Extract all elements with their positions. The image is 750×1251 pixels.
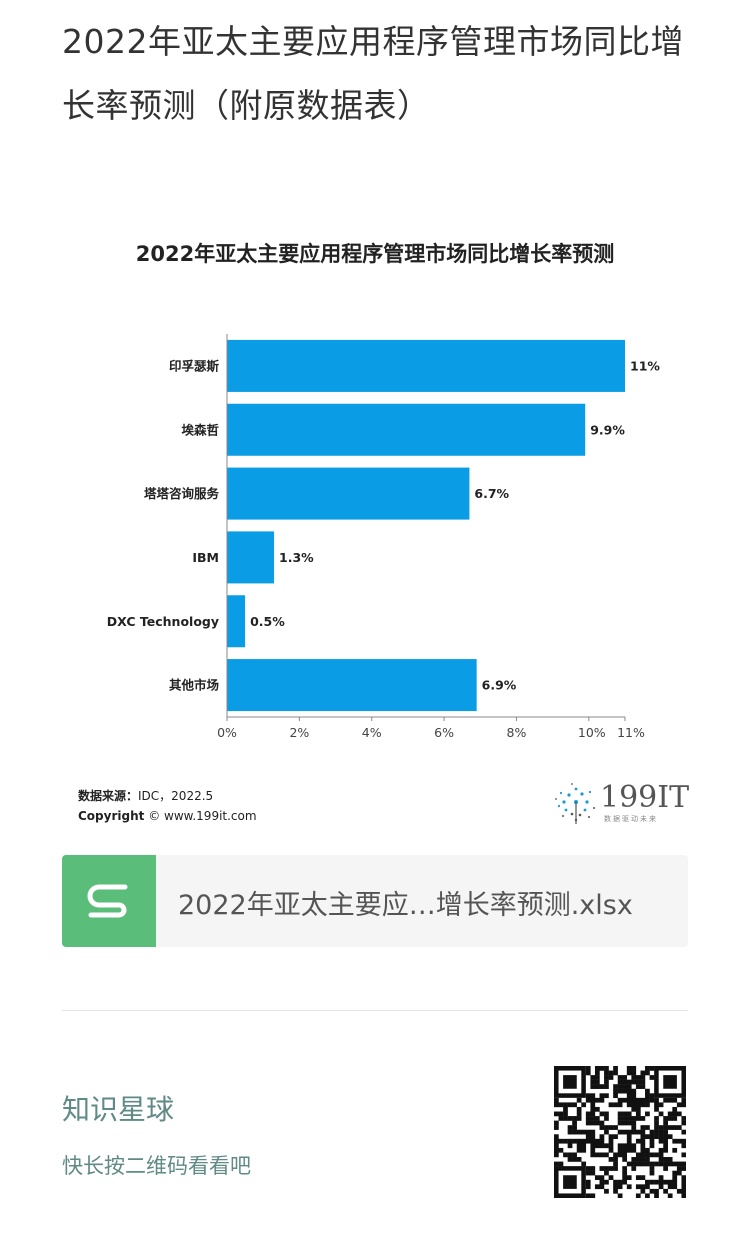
category-label: 埃森哲 bbox=[181, 422, 219, 437]
bar bbox=[227, 467, 470, 520]
data-label: 11% bbox=[630, 358, 660, 373]
data-label: 0.5% bbox=[250, 614, 285, 629]
category-label: 印孚瑟斯 bbox=[169, 358, 220, 373]
file-name[interactable]: 2022年亚太主要应…增长率预测.xlsx bbox=[178, 890, 633, 921]
copyright-label: Copyright bbox=[78, 809, 145, 823]
qr-finder-pattern bbox=[563, 1075, 577, 1089]
article-title: 2022年亚太主要应用程序管理市场同比增长率预测（附原数据表） bbox=[62, 22, 684, 125]
chart-source: 数据来源：IDC，2022.5 Copyright © www.199it.co… bbox=[78, 786, 257, 826]
category-label: 塔塔咨询服务 bbox=[144, 486, 220, 501]
data-label: 1.3% bbox=[279, 550, 314, 565]
199it-logo: 199IT 数据驱动未来 bbox=[552, 780, 702, 828]
bar bbox=[227, 659, 477, 712]
source-value: IDC，2022.5 bbox=[138, 789, 214, 803]
qr-finder-pattern bbox=[563, 1175, 577, 1189]
category-label: IBM bbox=[192, 550, 219, 565]
file-attachment[interactable]: 2022年亚太主要应…增长率预测.xlsx bbox=[62, 855, 688, 947]
data-label: 6.7% bbox=[474, 486, 509, 501]
data-label: 9.9% bbox=[590, 422, 625, 437]
bar bbox=[227, 403, 586, 456]
x-tick-label: 2% bbox=[289, 725, 309, 740]
qr-code[interactable] bbox=[554, 1066, 686, 1198]
bar-chart: 印孚瑟斯 11% 埃森哲 9.9% 塔塔咨询服务 6.7% IBM 1.3% DXC Techn… bbox=[107, 334, 660, 740]
knowledge-planet-title: 知识星球 bbox=[62, 1093, 175, 1126]
logo-text: 199IT bbox=[600, 780, 690, 815]
knowledge-planet-subtitle: 快长按二维码看看吧 bbox=[62, 1154, 251, 1178]
bar bbox=[227, 339, 625, 392]
logo-tagline: 数据驱动未来 bbox=[604, 815, 658, 823]
category-label: DXC Technology bbox=[107, 614, 219, 629]
x-tick-label: 8% bbox=[507, 725, 527, 740]
x-tick-label: 4% bbox=[362, 725, 382, 740]
category-label: 其他市场 bbox=[169, 678, 219, 693]
x-tick-label: 10% bbox=[578, 725, 606, 740]
qr-finder-pattern bbox=[663, 1075, 677, 1089]
x-tick-label: 0% bbox=[217, 725, 237, 740]
source-label: 数据来源： bbox=[78, 789, 139, 803]
bar bbox=[227, 531, 275, 584]
divider bbox=[62, 1010, 688, 1011]
data-label: 6.9% bbox=[482, 678, 517, 693]
bar bbox=[227, 595, 246, 648]
spreadsheet-s-icon bbox=[62, 855, 156, 947]
x-tick-label: 11% bbox=[617, 725, 645, 740]
chart-title: 2022年亚太主要应用程序管理市场同比增长率预测 bbox=[135, 242, 615, 266]
x-tick-label: 6% bbox=[434, 725, 454, 740]
dandelion-logo-icon bbox=[555, 783, 595, 824]
copyright-value: © www.199it.com bbox=[148, 809, 257, 823]
